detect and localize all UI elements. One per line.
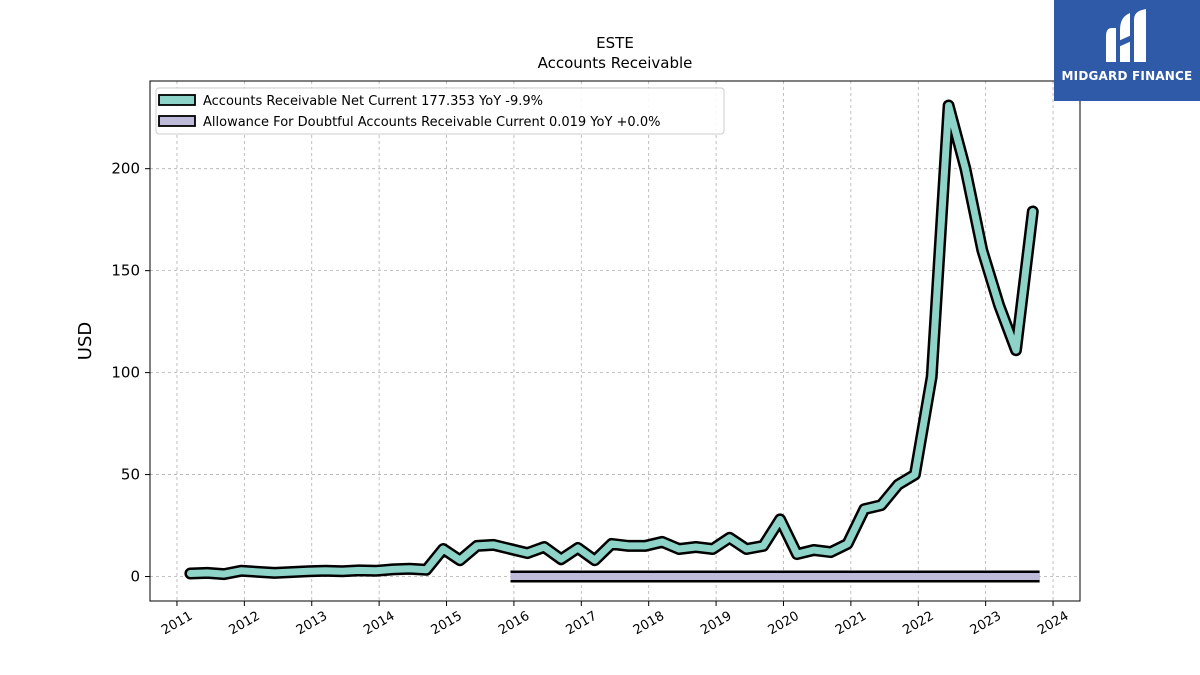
x-tick-label: 2012 [227,609,263,639]
legend-swatch [158,94,196,106]
chart-title: ESTE [596,34,634,52]
grid [150,81,1080,601]
x-tick-label: 2024 [1035,609,1071,639]
legend-swatch [158,115,196,127]
x-tick-label: 2015 [429,609,465,639]
y-axis-label: USD [75,322,96,360]
brand-logo: MIDGARD FINANCE [1054,0,1200,101]
y-tick-label: 100 [111,364,140,382]
series-outline [184,99,1039,581]
x-tick-label: 2021 [833,609,869,639]
x-tick-label: 2020 [766,609,802,639]
x-tick-label: 2016 [496,609,532,639]
x-axis: 2011 2012 2013 2014 2015 2016 2017 2018 2019 2020… [159,601,1071,638]
y-tick-label: 0 [130,568,140,586]
y-tick-label: 150 [111,262,140,280]
x-tick-label: 2014 [361,609,397,639]
brand-name: MIDGARD FINANCE [1061,69,1193,83]
legend-label: Allowance For Doubtful Accounts Receivab… [203,115,660,130]
x-tick-label: 2022 [900,609,936,639]
x-tick-label: 2013 [294,609,330,639]
series-line [186,102,1037,578]
y-tick-label: 200 [111,160,140,178]
chart-subtitle: Accounts Receivable [538,54,693,72]
x-tick-label: 2018 [631,609,667,639]
legend-label: Accounts Receivable Net Current 177.353 … [203,94,543,109]
x-tick-label: 2017 [563,609,599,639]
y-tick-label: 50 [121,466,140,484]
x-tick-label: 2023 [968,609,1004,639]
legend: Accounts Receivable Net Current 177.353 … [155,87,725,135]
y-axis: 0 50 100 150 200 [111,160,150,586]
series-1 [184,99,1039,581]
plot-frame [149,80,1081,602]
x-tick-label: 2011 [159,609,195,639]
legend-box [155,87,725,135]
series-layer [184,99,1040,583]
x-tick-label: 2019 [698,609,734,639]
midgard-logo-icon [1106,9,1146,62]
